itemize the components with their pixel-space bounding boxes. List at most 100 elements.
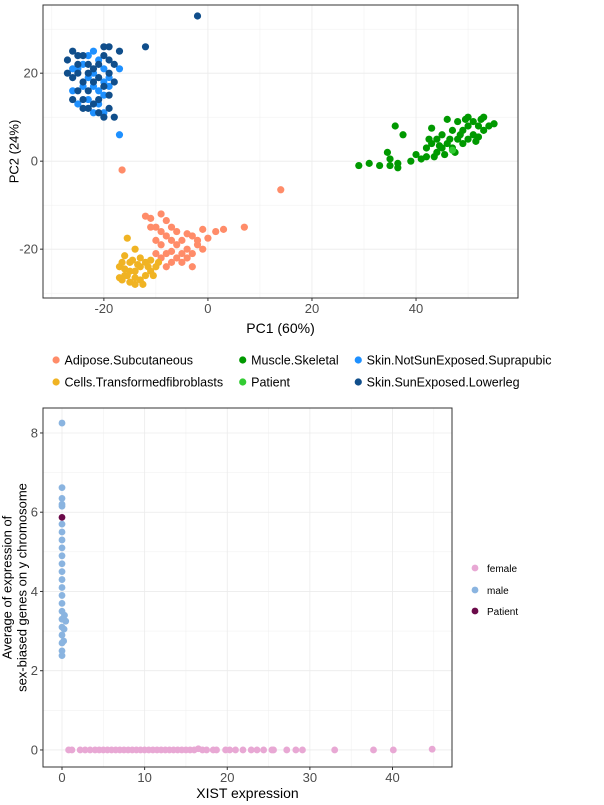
data-point	[74, 69, 82, 77]
data-point	[152, 249, 160, 258]
data-point	[260, 746, 268, 754]
data-point	[461, 115, 470, 123]
y-axis-label: Average of expression of	[0, 515, 15, 659]
legend-key	[239, 378, 247, 386]
legend-item: Patient	[239, 376, 291, 390]
legend-item: male	[471, 586, 509, 597]
data-point	[131, 274, 139, 282]
data-point	[144, 263, 152, 271]
data-point	[376, 161, 384, 170]
legend-item: Patient	[471, 607, 518, 618]
x-tick-label: 20	[220, 770, 234, 785]
data-point	[443, 115, 451, 123]
data-point	[95, 60, 103, 68]
data-point	[100, 91, 108, 99]
y-axis-label: PC2 (24%)	[7, 120, 22, 184]
data-point	[425, 135, 433, 143]
data-point	[84, 104, 92, 112]
x-tick-label: 40	[409, 301, 423, 316]
legend-key	[471, 607, 479, 615]
plot-border	[42, 407, 453, 768]
data-point	[448, 146, 457, 154]
data-point	[389, 746, 397, 754]
data-point	[105, 56, 113, 64]
data-point	[365, 159, 373, 167]
data-point	[89, 47, 98, 55]
data-point	[139, 280, 147, 288]
data-point	[74, 100, 82, 108]
data-point	[79, 95, 87, 104]
data-point	[134, 260, 142, 269]
legend-label: Adipose.Subcutaneous	[64, 354, 193, 368]
data-point	[391, 122, 399, 130]
x-axis-label: XIST expression	[196, 785, 298, 801]
data-point	[167, 258, 176, 266]
data-point	[474, 122, 483, 130]
data-point	[136, 254, 144, 262]
data-point	[213, 746, 220, 754]
data-point	[355, 161, 363, 170]
legend-label: Patient	[251, 376, 290, 390]
data-point	[386, 155, 394, 163]
data-point	[60, 637, 68, 645]
y-axis-label: sex-biased genes on y chromosome	[15, 483, 30, 692]
data-point	[331, 746, 339, 754]
data-point	[226, 746, 234, 754]
data-point	[188, 263, 196, 271]
data-point	[79, 51, 87, 60]
data-point	[58, 502, 66, 510]
data-point	[84, 87, 92, 95]
data-point	[81, 746, 89, 754]
data-point	[152, 223, 160, 231]
data-point	[63, 69, 72, 77]
legend-item: Cells.Transformedfibroblasts	[52, 376, 223, 390]
data-point	[110, 113, 118, 121]
y-tick-label: 6	[31, 505, 38, 520]
data-point	[105, 91, 113, 99]
data-point	[162, 232, 170, 240]
data-point	[63, 56, 72, 64]
data-point	[58, 584, 66, 591]
data-point	[212, 227, 220, 236]
data-point	[178, 236, 186, 244]
data-point	[58, 552, 66, 560]
y-tick-label: 20	[24, 66, 38, 81]
y-tick-label: 0	[31, 742, 38, 757]
data-point	[79, 78, 87, 86]
data-point	[147, 256, 155, 264]
series-cells-transformedfibroblasts	[115, 234, 163, 288]
data-point	[123, 271, 131, 280]
data-point	[162, 249, 170, 258]
data-point	[490, 120, 498, 128]
x-tick-label: 0	[58, 770, 65, 785]
data-point	[86, 746, 94, 754]
data-point	[100, 65, 108, 73]
legend-item: Adipose.Subcutaneous	[52, 354, 193, 368]
data-point	[69, 65, 77, 73]
data-point	[448, 126, 457, 134]
legend-item: Skin.NotSunExposed.Suprapubic	[354, 354, 552, 368]
data-point	[105, 69, 113, 77]
data-point	[58, 536, 66, 544]
data-point	[183, 230, 191, 238]
data-point	[79, 60, 87, 68]
data-point	[58, 592, 66, 599]
data-point	[110, 78, 118, 86]
data-point	[58, 520, 66, 528]
data-point	[141, 212, 150, 220]
plot-border	[42, 4, 519, 299]
data-point	[239, 746, 247, 754]
data-point	[157, 241, 165, 249]
legend-key	[52, 356, 60, 364]
data-point	[173, 254, 181, 262]
data-point	[89, 100, 98, 108]
data-point	[128, 256, 137, 264]
data-point	[277, 186, 285, 194]
data-point	[95, 109, 103, 117]
data-point	[58, 494, 66, 502]
data-point	[154, 258, 163, 266]
series-skin-sunexposed-lowerleg	[63, 12, 202, 121]
y-tick-label: 4	[31, 584, 38, 599]
data-point	[464, 122, 472, 130]
